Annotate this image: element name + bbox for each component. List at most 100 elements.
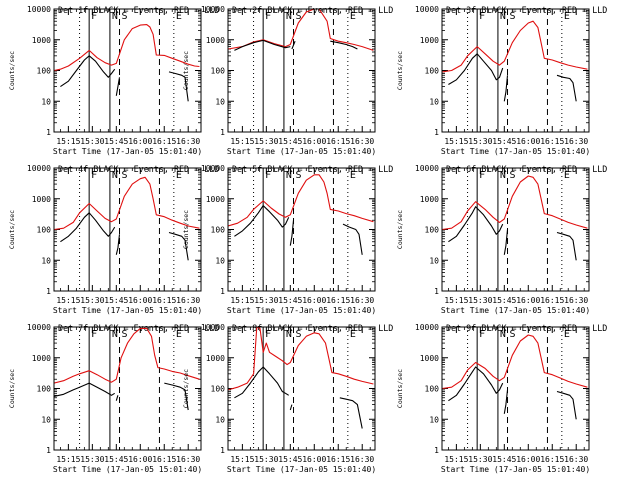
series-line-events — [448, 206, 504, 243]
x-tick-label: 16:15 — [540, 296, 564, 305]
interval-letter: N — [500, 329, 506, 340]
series-line-events — [448, 366, 504, 402]
series-line-events — [503, 389, 509, 414]
detector-panel-3: Det 3f BLACK = Events, RED = LLD Counts/s… — [396, 5, 607, 156]
series-line-events — [168, 231, 189, 261]
y-axis-label: Counts/sec — [396, 210, 404, 249]
x-tick-label: 15:15 — [230, 296, 254, 305]
detector-panel-2: Det 2f BLACK = Events, RED = LLDCounts/s… — [182, 5, 393, 156]
x-axis-label: Start Time (17-Jan-05 15:01:40) — [441, 147, 590, 156]
interval-letter: S — [296, 170, 302, 181]
plot-frame — [53, 8, 202, 133]
series-line-events — [342, 223, 363, 255]
y-tick-label: 1 — [46, 446, 51, 455]
x-tick-label: 16:15 — [152, 296, 176, 305]
plot-frame — [227, 326, 376, 451]
x-tick-label: 15:30 — [468, 455, 492, 464]
series-line-events — [164, 382, 189, 411]
x-tick-label: 16:00 — [128, 296, 152, 305]
series-line-events — [54, 382, 115, 398]
y-axis-label: Counts/sec — [182, 369, 190, 408]
y-tick-label: 100 — [211, 67, 226, 76]
y-tick-label: 10000 — [27, 5, 51, 14]
x-tick-label: 15:15 — [444, 296, 468, 305]
interval-letter: N — [286, 170, 292, 181]
y-tick-label: 10000 — [201, 164, 225, 173]
y-tick-label: 1000 — [420, 354, 439, 363]
series-line-lld — [54, 24, 200, 72]
interval-letter: E — [564, 11, 570, 22]
x-tick-label: 15:45 — [104, 137, 128, 146]
y-tick-label: 1000 — [32, 354, 51, 363]
y-tick-label: 10 — [429, 97, 439, 106]
series-group — [54, 176, 200, 261]
x-tick-label: 16:15 — [152, 455, 176, 464]
x-tick-label: 16:30 — [564, 455, 588, 464]
interval-letter: E — [176, 170, 182, 181]
panel-title: Det 8f BLACK = Events, RED = LLD — [232, 323, 393, 333]
x-tick-label: 15:30 — [468, 296, 492, 305]
y-tick-label: 1000 — [420, 195, 439, 204]
y-axis-label: Counts/sec — [8, 210, 16, 249]
x-tick-label: 16:00 — [128, 137, 152, 146]
y-tick-label: 1 — [220, 128, 225, 137]
interval-letter: N — [500, 170, 506, 181]
interval-letter: F — [265, 329, 271, 340]
x-tick-label: 16:00 — [516, 296, 540, 305]
y-tick-label: 1 — [220, 287, 225, 296]
y-tick-label: 10 — [41, 256, 51, 265]
series-line-lld — [228, 174, 374, 227]
interval-letter: S — [122, 170, 128, 181]
detector-panel-8: Det 8f BLACK = Events, RED = LLD Counts/s… — [182, 323, 393, 474]
series-line-lld — [228, 327, 374, 391]
series-group — [442, 334, 588, 420]
y-axis-label: Counts/sec — [8, 51, 16, 90]
x-tick-label: 15:45 — [492, 296, 516, 305]
panel-title: Det 4f BLACK = Events, RED = LLD — [58, 164, 219, 174]
series-line-events — [234, 366, 289, 399]
x-tick-label: 15:30 — [80, 296, 104, 305]
y-axis-label: Counts/sec — [182, 51, 190, 90]
detector-panel-4: Det 4f BLACK = Events, RED = LLD Counts/s… — [8, 164, 219, 315]
series-group — [442, 20, 588, 102]
interval-letter: N — [286, 11, 292, 22]
detector-panel-7: Det 7f BLACK = Events, RED = LLD Counts/s… — [8, 323, 219, 474]
x-tick-label: 15:15 — [56, 296, 80, 305]
y-tick-label: 10 — [215, 415, 225, 424]
x-tick-label: 16:15 — [326, 455, 350, 464]
y-tick-label: 1 — [434, 128, 439, 137]
panel-title: Det 3f BLACK = Events, RED = LLD — [446, 5, 607, 15]
interval-letter: F — [479, 170, 485, 181]
interval-letter: S — [510, 170, 516, 181]
interval-letter: S — [296, 11, 302, 22]
x-tick-label: 16:15 — [326, 137, 350, 146]
interval-letter: F — [479, 329, 485, 340]
interval-letter: E — [176, 329, 182, 340]
interval-letter: E — [176, 11, 182, 22]
series-line-events — [330, 40, 358, 50]
plot-frame — [441, 167, 590, 292]
y-tick-label: 10 — [41, 97, 51, 106]
y-tick-label: 10 — [215, 256, 225, 265]
x-axis-label: Start Time (17-Jan-05 15:01:40) — [441, 306, 590, 315]
y-tick-label: 100 — [425, 385, 440, 394]
series-line-events — [291, 40, 296, 50]
series-line-events — [289, 220, 295, 246]
interval-letter: F — [91, 170, 97, 181]
x-tick-label: 15:45 — [104, 455, 128, 464]
x-tick-label: 16:00 — [516, 455, 540, 464]
series-group — [228, 174, 374, 255]
plot-frame — [441, 326, 590, 451]
y-tick-label: 1000 — [32, 195, 51, 204]
y-tick-label: 100 — [211, 385, 226, 394]
x-tick-label: 15:45 — [278, 137, 302, 146]
series-line-events — [556, 231, 577, 261]
series-line-lld — [54, 176, 200, 231]
series-line-lld — [442, 20, 588, 73]
x-tick-label: 15:15 — [56, 455, 80, 464]
panel-title: Det 6f BLACK = Events, RED = LLD — [446, 164, 607, 174]
x-tick-label: 15:15 — [230, 455, 254, 464]
x-tick-label: 15:15 — [444, 455, 468, 464]
interval-letter: S — [510, 11, 516, 22]
series-line-events — [168, 71, 189, 102]
